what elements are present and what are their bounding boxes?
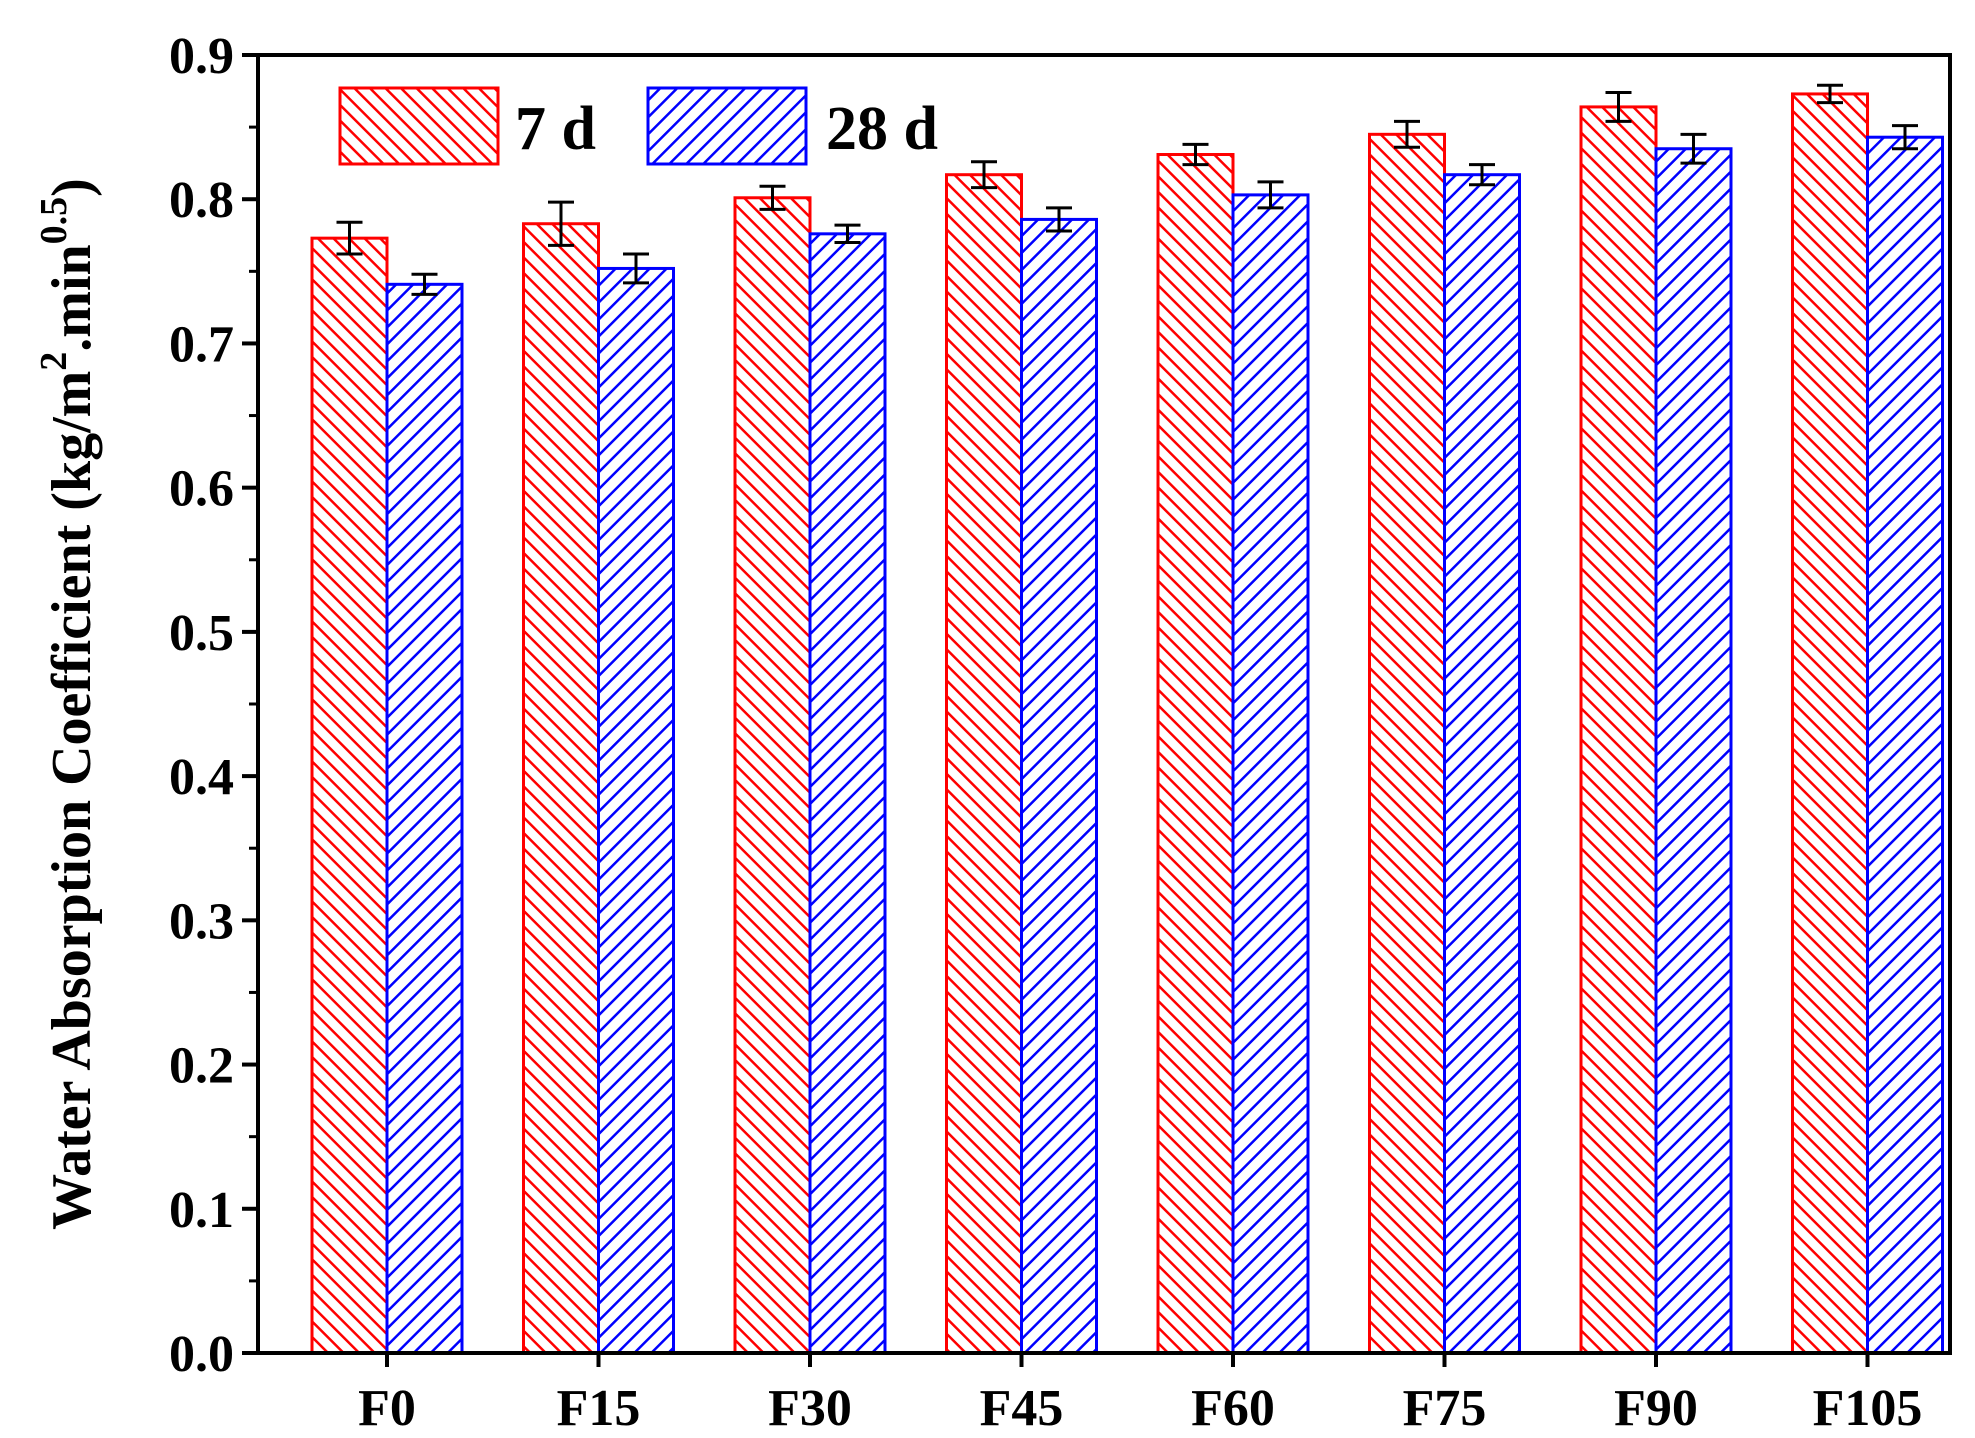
bar-7d-f45 bbox=[945, 173, 1023, 1355]
x-tick-label: F90 bbox=[1614, 1380, 1698, 1437]
chart-marks bbox=[310, 83, 1944, 1355]
y-tick-label: 0.9 bbox=[169, 28, 234, 85]
bar-7d-f105 bbox=[1791, 92, 1869, 1355]
y-tick-label: 0.1 bbox=[169, 1182, 234, 1239]
x-tick-label: F30 bbox=[768, 1380, 852, 1437]
bar-28d-f0 bbox=[385, 282, 464, 1355]
bar-28d-f30 bbox=[808, 232, 887, 1355]
legend-label-28d: 28 d bbox=[826, 95, 938, 163]
x-tick-label: F15 bbox=[557, 1380, 641, 1437]
y-axis-label-sup-2: 0.5 bbox=[33, 197, 75, 245]
y-axis: 0.0 0.1 0.2 0.3 0.4 0.5 0.6 0.7 0.8 0.9 bbox=[169, 28, 258, 1383]
x-tick-label: F60 bbox=[1191, 1380, 1275, 1437]
y-axis-label-sup-1: 2 bbox=[33, 352, 75, 371]
bar-7d-f15 bbox=[522, 222, 600, 1355]
x-tick-label: F105 bbox=[1813, 1380, 1923, 1437]
bar-7d-f30 bbox=[733, 196, 812, 1355]
bar-28d-f75 bbox=[1443, 173, 1521, 1355]
x-tick-label: F45 bbox=[980, 1380, 1064, 1437]
y-tick-label: 0.4 bbox=[169, 749, 234, 806]
legend-swatch-7d bbox=[338, 86, 500, 166]
y-axis-label-middle: .min bbox=[41, 244, 103, 351]
bar-28d-f15 bbox=[597, 266, 675, 1355]
y-axis-label: Water Absorption Coefficient (kg/m2.min0… bbox=[33, 178, 103, 1230]
bar-7d-f60 bbox=[1156, 153, 1235, 1355]
y-axis-label-main: Water Absorption Coefficient (kg/m bbox=[41, 371, 103, 1230]
y-tick-label: 0.2 bbox=[169, 1038, 234, 1095]
bar-28d-f90 bbox=[1654, 147, 1733, 1355]
y-tick-label: 0.0 bbox=[169, 1326, 234, 1383]
y-tick-label: 0.8 bbox=[169, 172, 234, 229]
y-tick-label: 0.5 bbox=[169, 605, 234, 662]
bar-28d-f60 bbox=[1231, 193, 1310, 1355]
y-axis-label-close: ) bbox=[41, 178, 103, 197]
bar-7d-f90 bbox=[1579, 105, 1658, 1355]
legend-swatch-28d bbox=[646, 86, 808, 166]
y-tick-label: 0.6 bbox=[169, 461, 234, 518]
y-tick-label: 0.3 bbox=[169, 893, 234, 950]
bar-7d-f75 bbox=[1368, 132, 1446, 1355]
x-tick-label: F0 bbox=[358, 1380, 416, 1437]
x-axis: F0 F15 F30 F45 F60 F75 F90 F105 bbox=[358, 1353, 1922, 1437]
bar-28d-f105 bbox=[1866, 135, 1944, 1355]
x-tick-label: F75 bbox=[1403, 1380, 1487, 1437]
y-tick-label: 0.7 bbox=[169, 316, 234, 373]
bar-28d-f45 bbox=[1020, 217, 1098, 1355]
legend: 7 d 28 d bbox=[338, 86, 938, 166]
bar-7d-f0 bbox=[310, 236, 389, 1355]
legend-label-7d: 7 d bbox=[515, 95, 596, 163]
